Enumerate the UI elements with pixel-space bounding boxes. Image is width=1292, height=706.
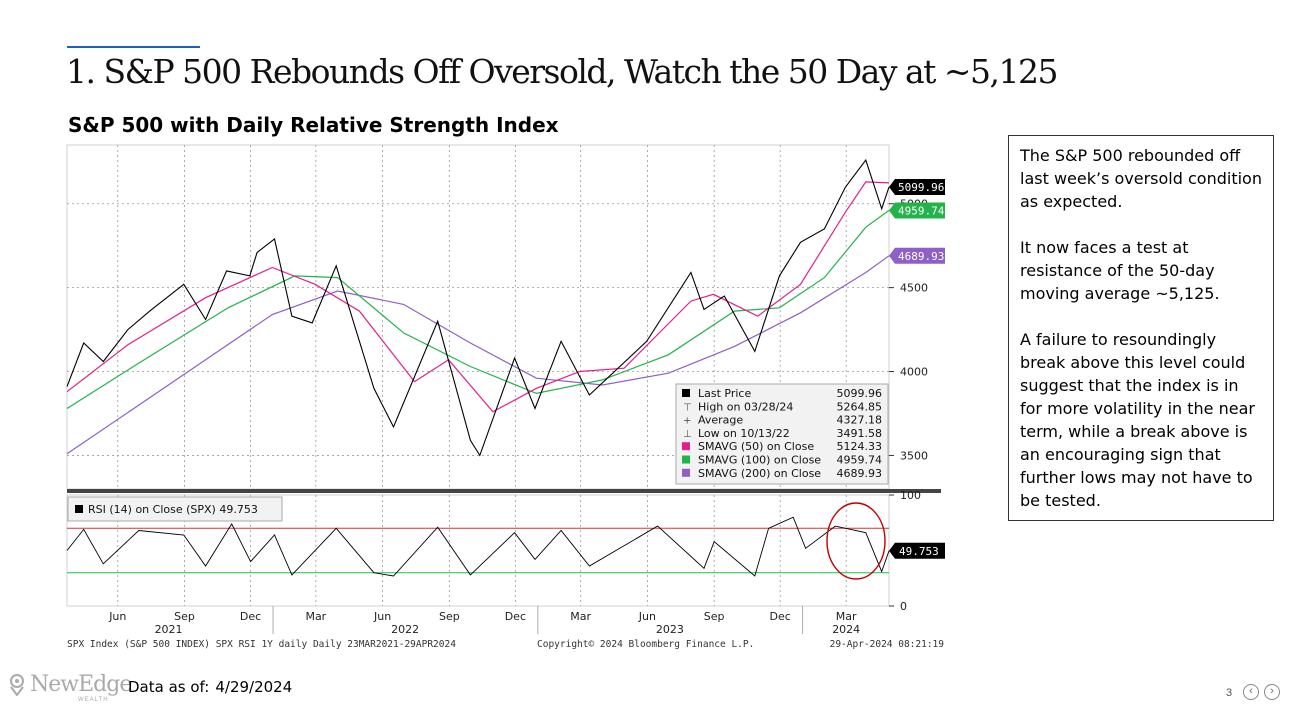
commentary-paragraph: A failure to resoundingly break above th… [1020, 330, 1255, 510]
title-accent-line [67, 46, 200, 48]
legend-label: SMAVG (200) on Close [698, 467, 821, 480]
legend-value: 5099.96 [837, 387, 883, 400]
price-tag-label: 5099.96 [898, 181, 944, 194]
legend-label: Last Price [698, 387, 751, 400]
x-tick-label: Mar [570, 610, 591, 623]
copyright-line: Copyright© 2024 Bloomberg Finance L.P. [537, 639, 754, 650]
chevron-left-icon: ‹ [1249, 685, 1253, 697]
as-of-date: 4/29/2024 [215, 678, 293, 696]
rsi-legend-swatch [75, 505, 83, 513]
x-tick-label: Mar [305, 610, 326, 623]
rsi-y-tick-label: 0 [900, 600, 907, 613]
x-tick-label: Mar [836, 610, 857, 623]
x-tick-label: Jun [638, 610, 656, 623]
commentary-paragraph: The S&P 500 rebounded off last week’s ov… [1020, 146, 1262, 211]
legend-swatch [682, 468, 690, 477]
chart-title: S&P 500 with Daily Relative Strength Ind… [68, 113, 559, 137]
rsi-legend [67, 496, 283, 522]
y-tick-label: 4500 [900, 282, 928, 295]
legend-value: 4689.93 [837, 467, 883, 480]
rsi-value-tag: 49.753 [889, 542, 945, 559]
legend-swatch [682, 455, 690, 464]
newedge-logo: NewEdge [8, 672, 132, 697]
x-tick-label: Dec [505, 610, 526, 623]
price-tag-label: 4689.93 [898, 250, 944, 263]
y-tick-label: 3500 [900, 449, 928, 462]
price-tag: 5099.96 [889, 178, 945, 195]
x-tick-label: Dec [240, 610, 261, 623]
series-line-smavg-1 [66, 181, 890, 413]
x-tick-label: Sep [439, 610, 460, 623]
legend-value: 4959.74 [837, 454, 883, 467]
legend-label: SMAVG (50) on Close [698, 440, 814, 453]
x-tick-label: Jun [373, 610, 391, 623]
x-tick-label: Dec [770, 610, 791, 623]
legend-label: SMAVG (100) on Close [698, 454, 821, 467]
rsi-line [66, 516, 890, 577]
panel-divider [67, 489, 941, 493]
legend-marker: ⊥ [683, 429, 692, 440]
x-year-label: 2023 [656, 623, 684, 636]
rsi-y-tick-label: 100 [900, 489, 921, 502]
x-year-label: 2021 [155, 623, 183, 636]
legend-swatch [682, 442, 690, 451]
newedge-logo-mark [10, 673, 24, 696]
logo-text: NewEdge [30, 672, 132, 697]
series-line-smavg-3 [66, 255, 890, 455]
y-tick-label: 4000 [900, 366, 928, 379]
legend-value: 3491.58 [837, 427, 883, 440]
price-tag-shape [889, 178, 945, 195]
timestamp-line: 29-Apr-2024 08:21:19 [830, 639, 945, 650]
commentary-paragraph: It now faces a test at resistance of the… [1020, 238, 1220, 303]
rsi-annotation-circle [826, 502, 886, 580]
commentary-box: The S&P 500 rebounded off last week’s ov… [1008, 135, 1274, 521]
x-tick-label: Sep [704, 610, 725, 623]
legend-marker: ⊤ [683, 402, 692, 413]
legend-value: 4327.18 [837, 414, 883, 427]
x-tick-label: Jun [108, 610, 126, 623]
price-tag-shape [889, 202, 945, 219]
x-year-label: 2024 [832, 623, 860, 636]
legend-marker: + [683, 416, 691, 427]
series-line-last-price [66, 158, 890, 457]
page-number: 3 [1226, 687, 1233, 699]
as-of-label: Data as of: [128, 678, 210, 696]
rsi-value-tag-shape [889, 542, 945, 559]
price-tag: 4959.74 [889, 202, 945, 219]
price-tag: 4689.93 [889, 247, 945, 264]
chevron-right-icon: › [1270, 685, 1274, 697]
logo-subtext: WEALTH [78, 697, 109, 703]
price-legend [675, 383, 889, 485]
prev-slide-button[interactable]: ‹ [1243, 684, 1259, 700]
price-tag-label: 4959.74 [898, 204, 945, 217]
legend-label: Low on 10/13/22 [698, 427, 790, 440]
legend-label: High on 03/28/24 [698, 400, 793, 413]
legend-value: 5264.85 [837, 400, 883, 413]
rsi-value-tag-label: 49.753 [899, 545, 939, 558]
next-slide-button[interactable]: › [1264, 684, 1280, 700]
series-line-smavg-2 [66, 209, 890, 410]
rsi-legend-label: RSI (14) on Close (SPX) 49.753 [88, 503, 258, 516]
source-line: SPX Index (S&P 500 INDEX) SPX RSI 1Y dai… [67, 639, 456, 650]
price-tag-shape [889, 247, 945, 264]
legend-swatch [682, 389, 690, 397]
data-as-of: Data as of: 4/29/2024 [128, 678, 292, 696]
legend-value: 5124.33 [837, 440, 883, 453]
x-tick-label: Sep [174, 610, 195, 623]
x-year-label: 2022 [391, 623, 419, 636]
legend-label: Average [698, 414, 743, 427]
slide-title: 1. S&P 500 Rebounds Off Oversold, Watch … [66, 52, 1059, 91]
